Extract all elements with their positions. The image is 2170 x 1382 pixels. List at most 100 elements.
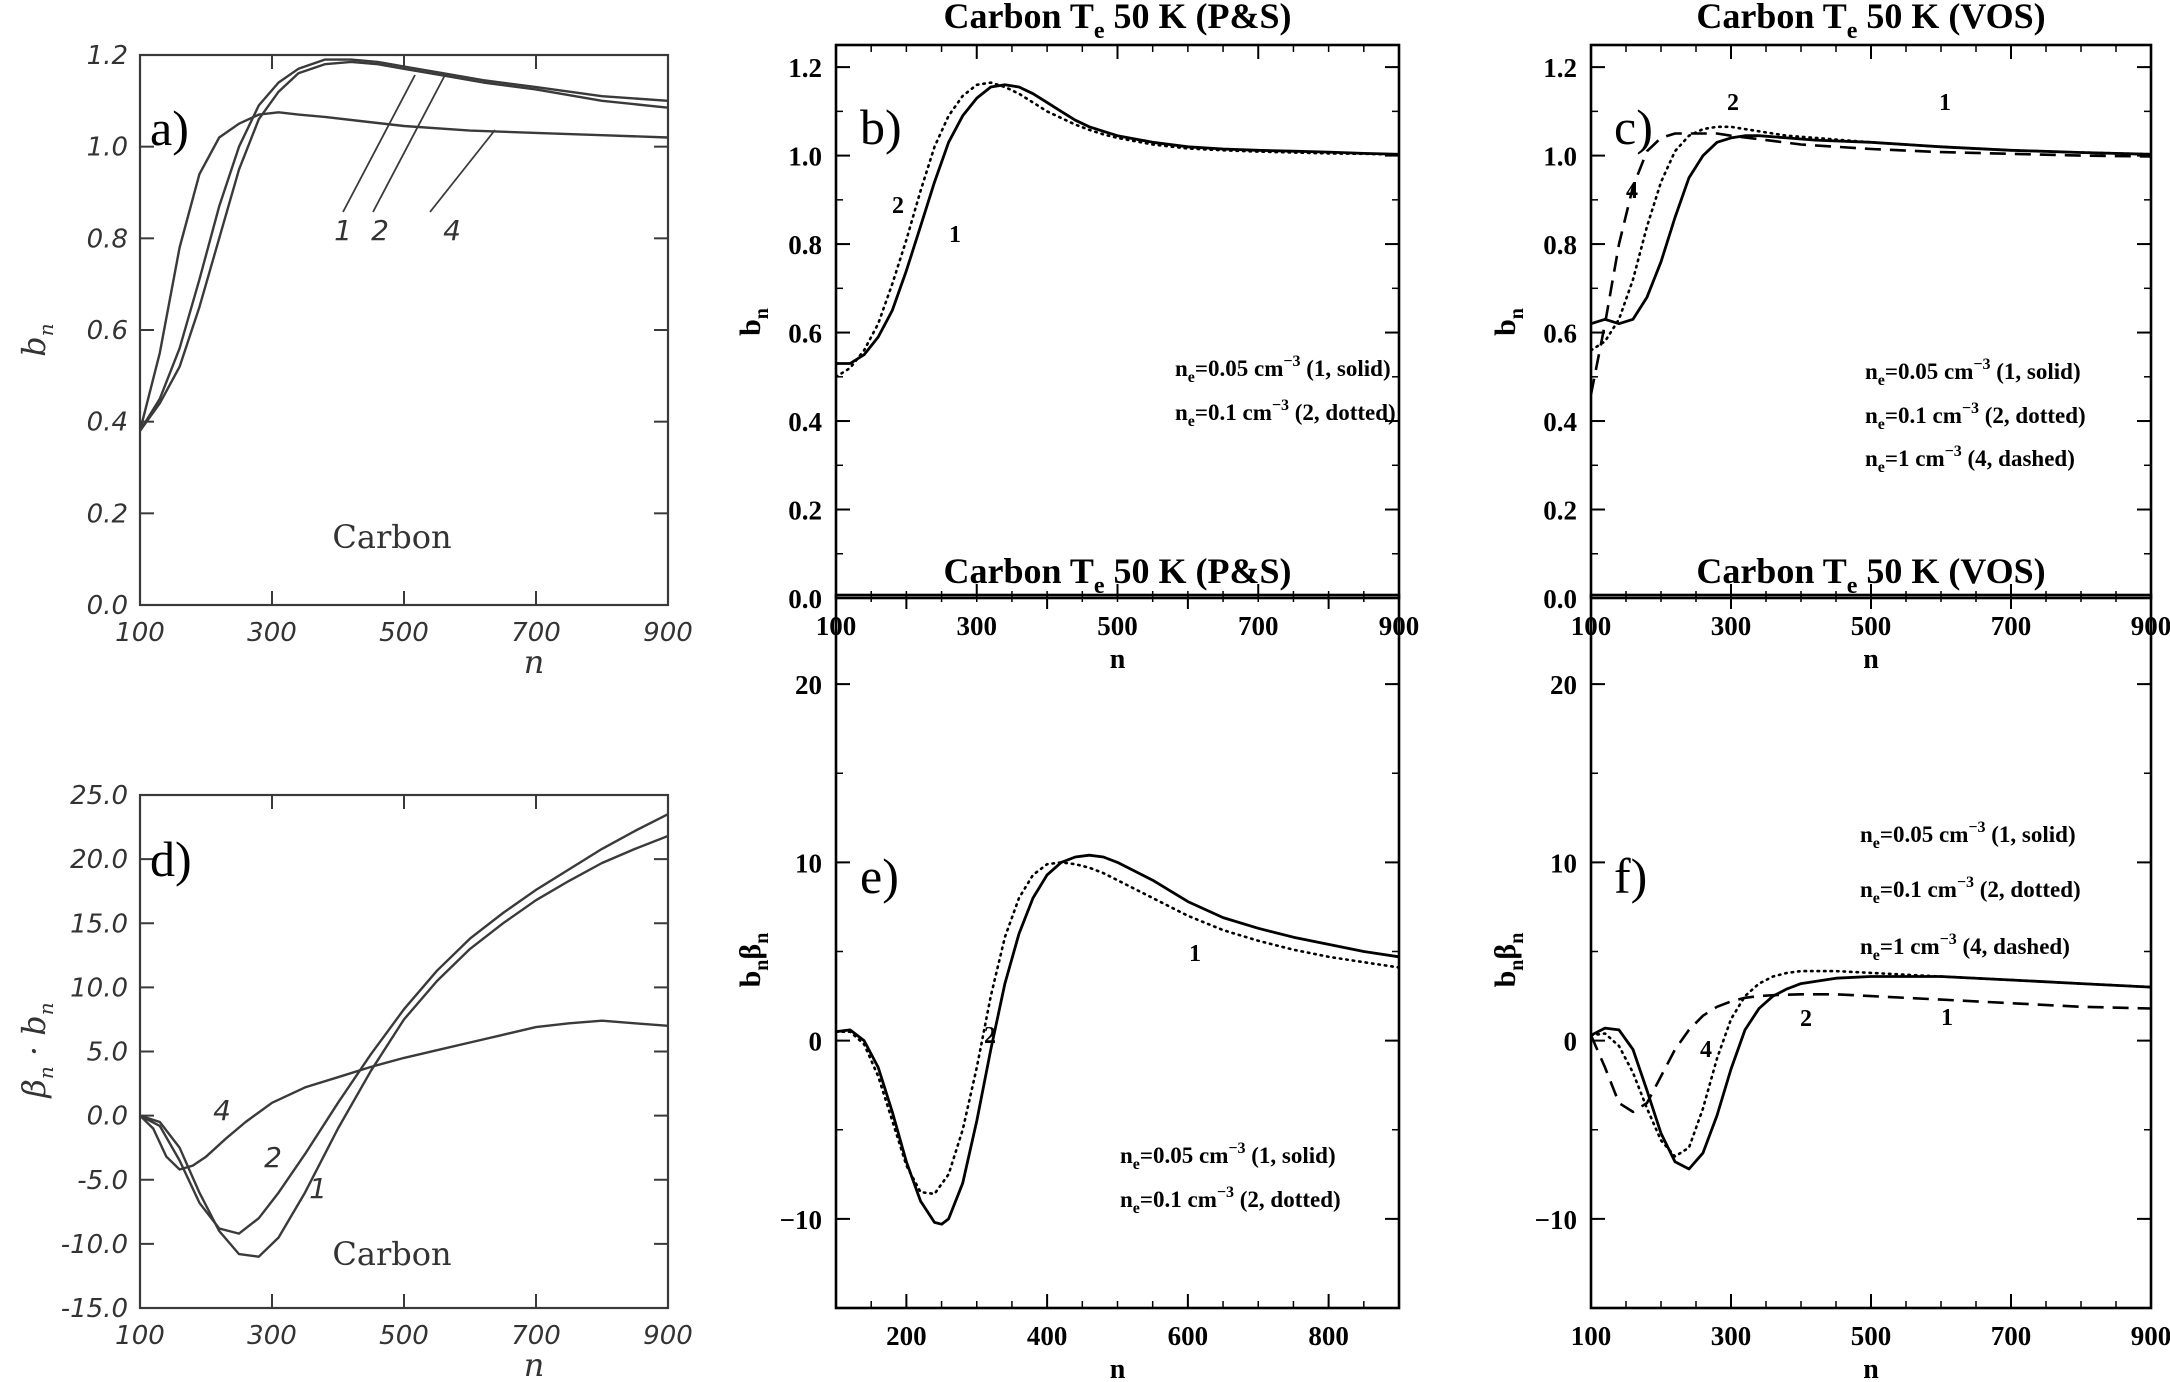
curve-label: 2	[1800, 1006, 1812, 1032]
y-tick-label: 0.4	[87, 408, 128, 438]
y-tick-label: 0.6	[788, 319, 822, 349]
x-tick-label: 500	[1097, 611, 1138, 641]
legend-desc: (4, dashed)	[1957, 934, 2070, 959]
series-line-a-1	[140, 60, 668, 432]
legend-value: =0.05 cm	[1880, 822, 1968, 847]
legend-superscript: −3	[1957, 874, 1974, 891]
y-tick-label: 0.8	[1543, 230, 1577, 260]
y-tick-label: 0.2	[1543, 496, 1577, 526]
series-line-d-4	[140, 1019, 668, 1171]
x-tick-label: 500	[379, 618, 429, 648]
plot-frame-c	[1589, 43, 2153, 600]
curve-label: 2	[1727, 90, 1739, 116]
legend-n: n	[1120, 1143, 1133, 1168]
series-line-c-4	[1591, 132, 2151, 395]
x-tick-label: 500	[1851, 611, 1892, 641]
panel-c: 100 300 500 700 9000.00.20.40.60.81.01.2Carb…	[1489, 0, 2170, 675]
panel-title: Carbon Te 50 K (VOS)	[1696, 0, 2045, 44]
legend-value: =0.1 cm	[1885, 403, 1962, 428]
y-axis-label: βn · bn	[15, 1002, 58, 1098]
y-tick-label: 10.0	[70, 973, 128, 1003]
legend-n: n	[1865, 359, 1878, 384]
legend-desc: (4, dashed)	[1962, 446, 2075, 471]
y-label-main: β	[15, 1079, 53, 1099]
x-tick-label: 300	[247, 618, 297, 648]
series-group-b	[836, 81, 1399, 379]
legend-superscript: −3	[1973, 356, 1990, 373]
legend-subscript: e	[1878, 416, 1885, 433]
legend-value: =0.1 cm	[1140, 1187, 1217, 1212]
legend-superscript: −3	[1283, 353, 1300, 370]
legend-value: =1 cm	[1885, 446, 1945, 471]
x-axis-label: n	[1110, 1354, 1126, 1382]
y-tick-label: 20	[1550, 670, 1577, 700]
legend-subscript: e	[1878, 459, 1885, 476]
curve-label: 4	[1700, 1037, 1712, 1063]
legend-entry: ne=1 cm−3 (4, dashed)	[1860, 931, 2070, 964]
legend-n: n	[1175, 400, 1188, 425]
series-line-b-2	[836, 81, 1399, 379]
y-tick-label: 0	[809, 1027, 823, 1057]
y-tick-label: 1.2	[87, 41, 128, 71]
y-tick-label: 20	[795, 670, 822, 700]
series-line-c-2	[1591, 125, 2151, 352]
legend-desc: (1, solid)	[1986, 822, 2076, 847]
legend-subscript: e	[1873, 890, 1880, 907]
annotation-carbon: Carbon	[332, 518, 451, 556]
series-line-f-1	[1591, 975, 2151, 1171]
x-tick-label: 700	[1238, 611, 1279, 641]
panel-b: 100 300 500 700 9000.00.20.40.60.81.01.2Carb…	[734, 0, 1419, 675]
legend-value: =0.05 cm	[1885, 359, 1973, 384]
y-label-main: b	[734, 319, 767, 336]
y-label-mid: β	[1489, 944, 1522, 960]
x-tick-label: 700	[511, 618, 561, 648]
legend-subscript: e	[1188, 369, 1195, 386]
x-tick-label: 500	[379, 1321, 429, 1351]
legend-subscript: e	[1188, 413, 1195, 430]
title-text: Carbon T	[943, 551, 1093, 591]
x-tick-label: 800	[1308, 1321, 1349, 1351]
y-tick-label: 15.0	[70, 909, 128, 939]
y-label-subscript: n	[1506, 308, 1528, 319]
legend-value: =1 cm	[1880, 934, 1940, 959]
series-line-a-4	[140, 111, 668, 432]
title-text: 50 K (P&S)	[1105, 551, 1292, 591]
y-label-main: b	[1489, 971, 1522, 988]
y-tick-label: 1.0	[788, 142, 822, 172]
y-tick-label: 0.0	[788, 584, 822, 614]
legend-entry: ne=1 cm−3 (4, dashed)	[1865, 443, 2075, 476]
legend-n: n	[1860, 877, 1873, 902]
series-line-e-2	[836, 861, 1399, 1196]
legend-value: =0.05 cm	[1195, 356, 1283, 381]
y-axis-label: bn	[15, 323, 58, 356]
x-axis-label: n	[1863, 644, 1879, 675]
legend-n: n	[1860, 822, 1873, 847]
panel-title: Carbon Te 50 K (VOS)	[1696, 551, 2045, 599]
y-label-subscript: n	[34, 1002, 58, 1015]
y-tick-label: 0.4	[1543, 407, 1577, 437]
y-tick-label: 1.2	[788, 53, 822, 83]
x-tick-label: 700	[1991, 611, 2032, 641]
panel-a: 100 300 500 700 9000.00.20.40.60.81.01.2nbna…	[15, 41, 693, 681]
x-tick-label: 900	[643, 1321, 693, 1351]
legend-n: n	[1175, 356, 1188, 381]
legend-subscript: e	[1133, 1156, 1140, 1173]
legend-entry: ne=0.05 cm−3 (1, solid)	[1865, 356, 2081, 389]
y-tick-label: 0.6	[87, 316, 128, 346]
y-tick-label: 5.0	[87, 1038, 128, 1068]
legend-superscript: −3	[1968, 819, 1985, 836]
legend-desc: (1, solid)	[1301, 356, 1391, 381]
y-label-mid: · b	[15, 1015, 53, 1066]
series-group-a	[140, 58, 668, 432]
title-text: Carbon T	[1696, 0, 1846, 36]
y-label-mid: β	[734, 944, 767, 960]
y-label-subscript: n	[34, 323, 58, 336]
curve-leader-line	[429, 129, 496, 213]
curve-label: 1	[309, 1172, 327, 1205]
legend-superscript: −3	[1962, 400, 1979, 417]
title-text: 50 K (P&S)	[1105, 0, 1292, 36]
curve-label: 4	[443, 214, 461, 247]
x-tick-label: 700	[1991, 1321, 2032, 1351]
legend-subscript: e	[1873, 947, 1880, 964]
